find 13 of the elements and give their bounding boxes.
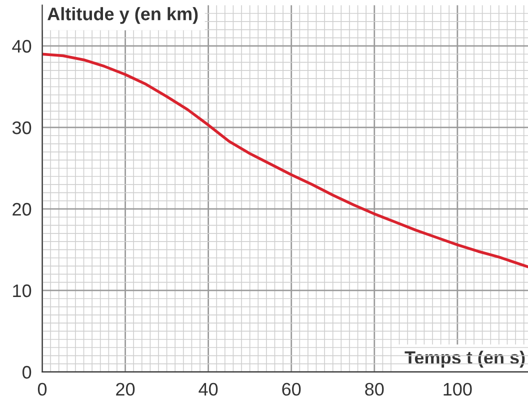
y-tick-label: 40 [12,40,32,53]
x-tick-label: 40 [198,382,218,396]
y-tick-label: 0 [22,366,32,379]
y-tick-label: 30 [12,121,32,134]
y-axis-title: Altitude y (en km) [48,7,198,24]
x-tick-label: 80 [365,382,384,396]
x-tick-label: 60 [282,382,301,396]
y-tick-label: 10 [13,284,32,298]
x-tick-label: 20 [116,382,135,396]
line-series [42,52,528,268]
x-tick-label: 100 [444,382,472,396]
y-tick-label: 20 [12,202,32,216]
x-tick-label: 0 [38,382,47,396]
